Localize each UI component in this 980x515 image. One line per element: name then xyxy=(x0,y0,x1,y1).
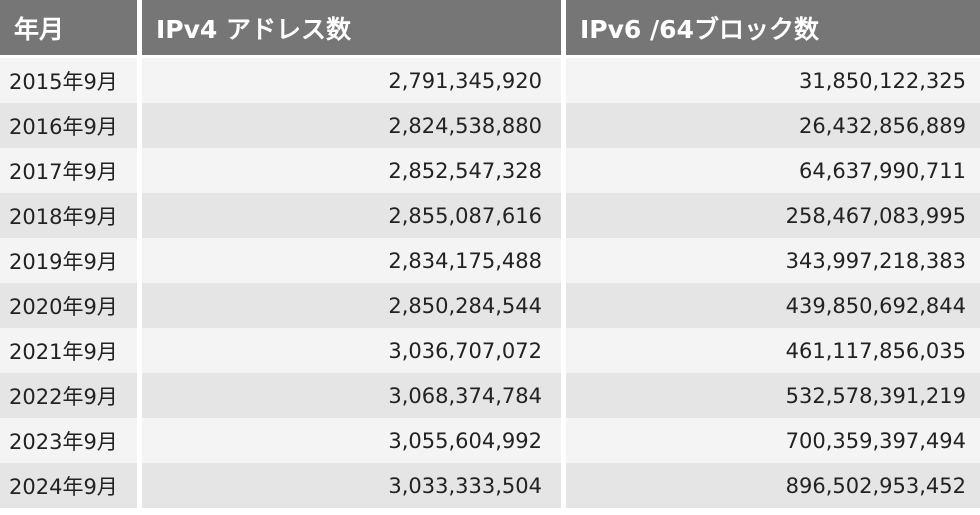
cell-month: 2020年9月 xyxy=(0,283,137,328)
cell-month: 2023年9月 xyxy=(0,418,137,463)
cell-ipv4: 2,791,345,920 xyxy=(142,58,561,103)
cell-ipv4: 3,055,604,992 xyxy=(142,418,561,463)
cell-ipv6: 700,359,397,494 xyxy=(566,418,980,463)
cell-month: 2016年9月 xyxy=(0,103,137,148)
cell-ipv6: 532,578,391,219 xyxy=(566,373,980,418)
cell-month: 2022年9月 xyxy=(0,373,137,418)
cell-ipv4: 3,036,707,072 xyxy=(142,328,561,373)
cell-ipv6: 26,432,856,889 xyxy=(566,103,980,148)
cell-month: 2017年9月 xyxy=(0,148,137,193)
cell-ipv6: 31,850,122,325 xyxy=(566,58,980,103)
cell-ipv4: 2,850,284,544 xyxy=(142,283,561,328)
cell-ipv4: 2,852,547,328 xyxy=(142,148,561,193)
cell-ipv6: 896,502,953,452 xyxy=(566,463,980,508)
cell-month: 2015年9月 xyxy=(0,58,137,103)
cell-ipv4: 3,068,374,784 xyxy=(142,373,561,418)
cell-ipv6: 343,997,218,383 xyxy=(566,238,980,283)
header-cell-month: 年月 xyxy=(0,0,137,58)
cell-month: 2019年9月 xyxy=(0,238,137,283)
cell-ipv4: 3,033,333,504 xyxy=(142,463,561,508)
cell-ipv4: 2,824,538,880 xyxy=(142,103,561,148)
header-cell-ipv4: IPv4 アドレス数 xyxy=(142,0,561,58)
cell-month: 2021年9月 xyxy=(0,328,137,373)
header-cell-ipv6: IPv6 /64ブロック数 xyxy=(566,0,980,58)
cell-ipv6: 439,850,692,844 xyxy=(566,283,980,328)
cell-month: 2018年9月 xyxy=(0,193,137,238)
cell-month: 2024年9月 xyxy=(0,463,137,508)
cell-ipv6: 64,637,990,711 xyxy=(566,148,980,193)
cell-ipv4: 2,855,087,616 xyxy=(142,193,561,238)
cell-ipv6: 258,467,083,995 xyxy=(566,193,980,238)
cell-ipv6: 461,117,856,035 xyxy=(566,328,980,373)
cell-ipv4: 2,834,175,488 xyxy=(142,238,561,283)
